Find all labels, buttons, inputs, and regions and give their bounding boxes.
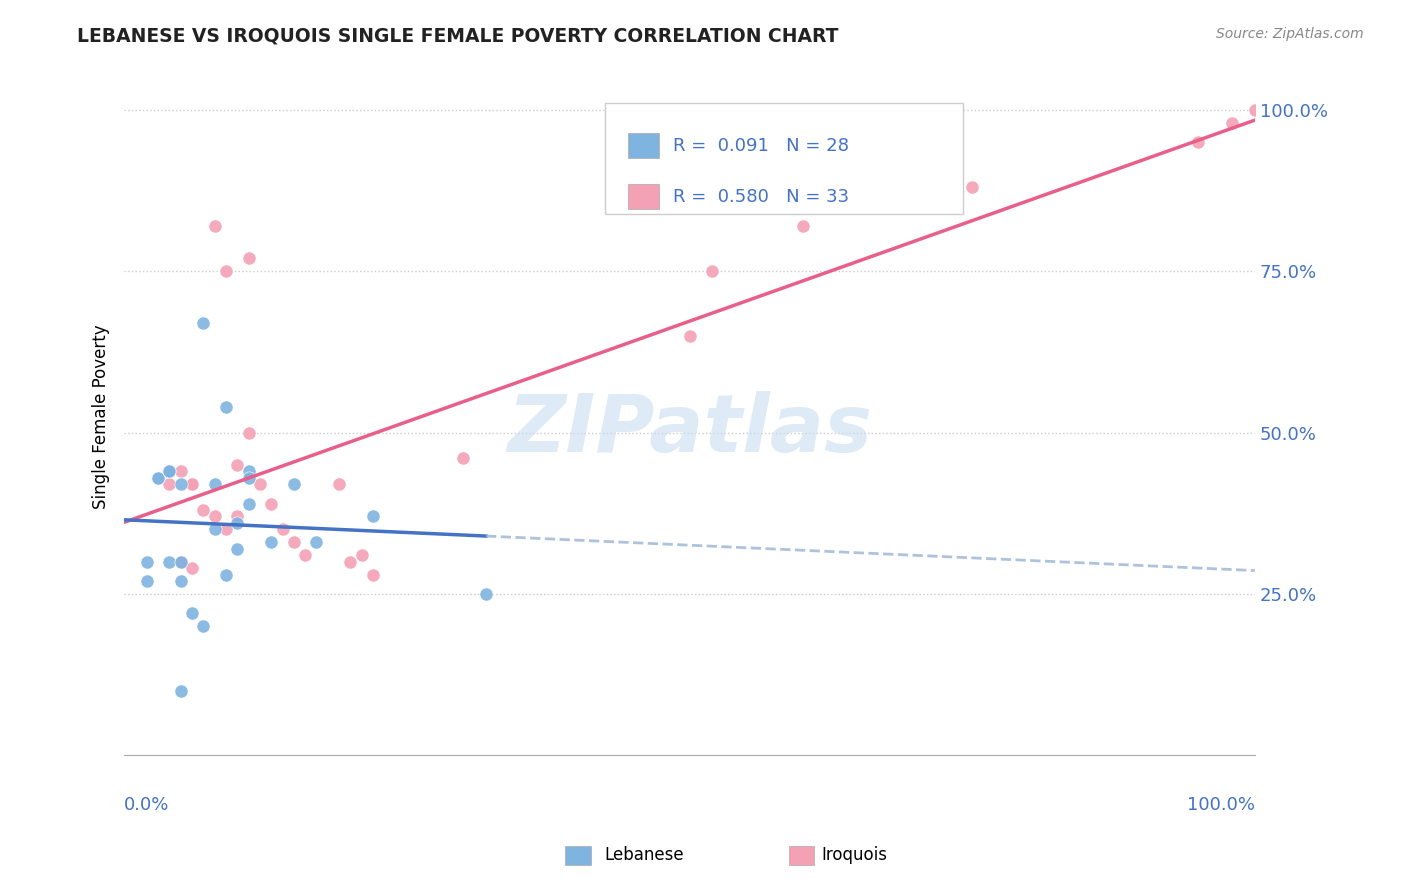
Text: 100.0%: 100.0% bbox=[1187, 796, 1256, 814]
Point bbox=[960, 180, 983, 194]
Point bbox=[204, 477, 226, 491]
Point bbox=[361, 509, 384, 524]
Point bbox=[1187, 135, 1209, 149]
Point bbox=[159, 555, 181, 569]
Point bbox=[249, 477, 271, 491]
Point bbox=[226, 516, 249, 530]
Point bbox=[792, 219, 814, 233]
Point bbox=[294, 548, 316, 562]
Point bbox=[170, 574, 193, 588]
Point bbox=[135, 574, 157, 588]
Point bbox=[328, 477, 350, 491]
Point bbox=[1244, 103, 1267, 117]
Point bbox=[361, 567, 384, 582]
Point bbox=[204, 219, 226, 233]
Point bbox=[226, 541, 249, 556]
Point bbox=[1220, 115, 1243, 129]
Point bbox=[170, 555, 193, 569]
Text: R =  0.580   N = 33: R = 0.580 N = 33 bbox=[673, 188, 849, 206]
Point bbox=[181, 607, 204, 621]
Point bbox=[350, 548, 373, 562]
Point bbox=[193, 619, 215, 633]
Point bbox=[181, 477, 204, 491]
Point bbox=[238, 497, 260, 511]
Point bbox=[193, 316, 215, 330]
Point bbox=[283, 477, 305, 491]
Point bbox=[226, 509, 249, 524]
Point bbox=[260, 535, 283, 549]
Point bbox=[170, 477, 193, 491]
Point bbox=[215, 264, 238, 278]
Point bbox=[238, 425, 260, 440]
Point bbox=[260, 497, 283, 511]
Point bbox=[170, 683, 193, 698]
Text: ZIPatlas: ZIPatlas bbox=[508, 391, 872, 469]
Text: R =  0.091   N = 28: R = 0.091 N = 28 bbox=[673, 136, 849, 154]
Point bbox=[193, 503, 215, 517]
Y-axis label: Single Female Poverty: Single Female Poverty bbox=[93, 324, 110, 508]
Point bbox=[135, 555, 157, 569]
Point bbox=[159, 477, 181, 491]
Point bbox=[339, 555, 361, 569]
Point bbox=[146, 471, 169, 485]
Point bbox=[238, 464, 260, 478]
Point bbox=[215, 400, 238, 414]
Point bbox=[170, 555, 193, 569]
Point bbox=[181, 561, 204, 575]
Point bbox=[181, 477, 204, 491]
Point bbox=[215, 567, 238, 582]
Point bbox=[204, 509, 226, 524]
Text: Source: ZipAtlas.com: Source: ZipAtlas.com bbox=[1216, 27, 1364, 41]
Text: Iroquois: Iroquois bbox=[821, 847, 887, 864]
Point bbox=[215, 522, 238, 536]
Point bbox=[271, 522, 294, 536]
Text: LEBANESE VS IROQUOIS SINGLE FEMALE POVERTY CORRELATION CHART: LEBANESE VS IROQUOIS SINGLE FEMALE POVER… bbox=[77, 27, 839, 45]
Point bbox=[453, 451, 475, 466]
Point bbox=[204, 522, 226, 536]
Point bbox=[702, 264, 724, 278]
Point bbox=[475, 587, 498, 601]
Point bbox=[305, 535, 328, 549]
Text: Lebanese: Lebanese bbox=[605, 847, 685, 864]
Point bbox=[238, 251, 260, 265]
Point bbox=[170, 464, 193, 478]
Point bbox=[283, 535, 305, 549]
Point bbox=[159, 464, 181, 478]
Text: 0.0%: 0.0% bbox=[124, 796, 170, 814]
Point bbox=[146, 471, 169, 485]
Point bbox=[159, 464, 181, 478]
Point bbox=[678, 328, 700, 343]
Point bbox=[159, 464, 181, 478]
Point bbox=[238, 471, 260, 485]
Point bbox=[226, 458, 249, 472]
